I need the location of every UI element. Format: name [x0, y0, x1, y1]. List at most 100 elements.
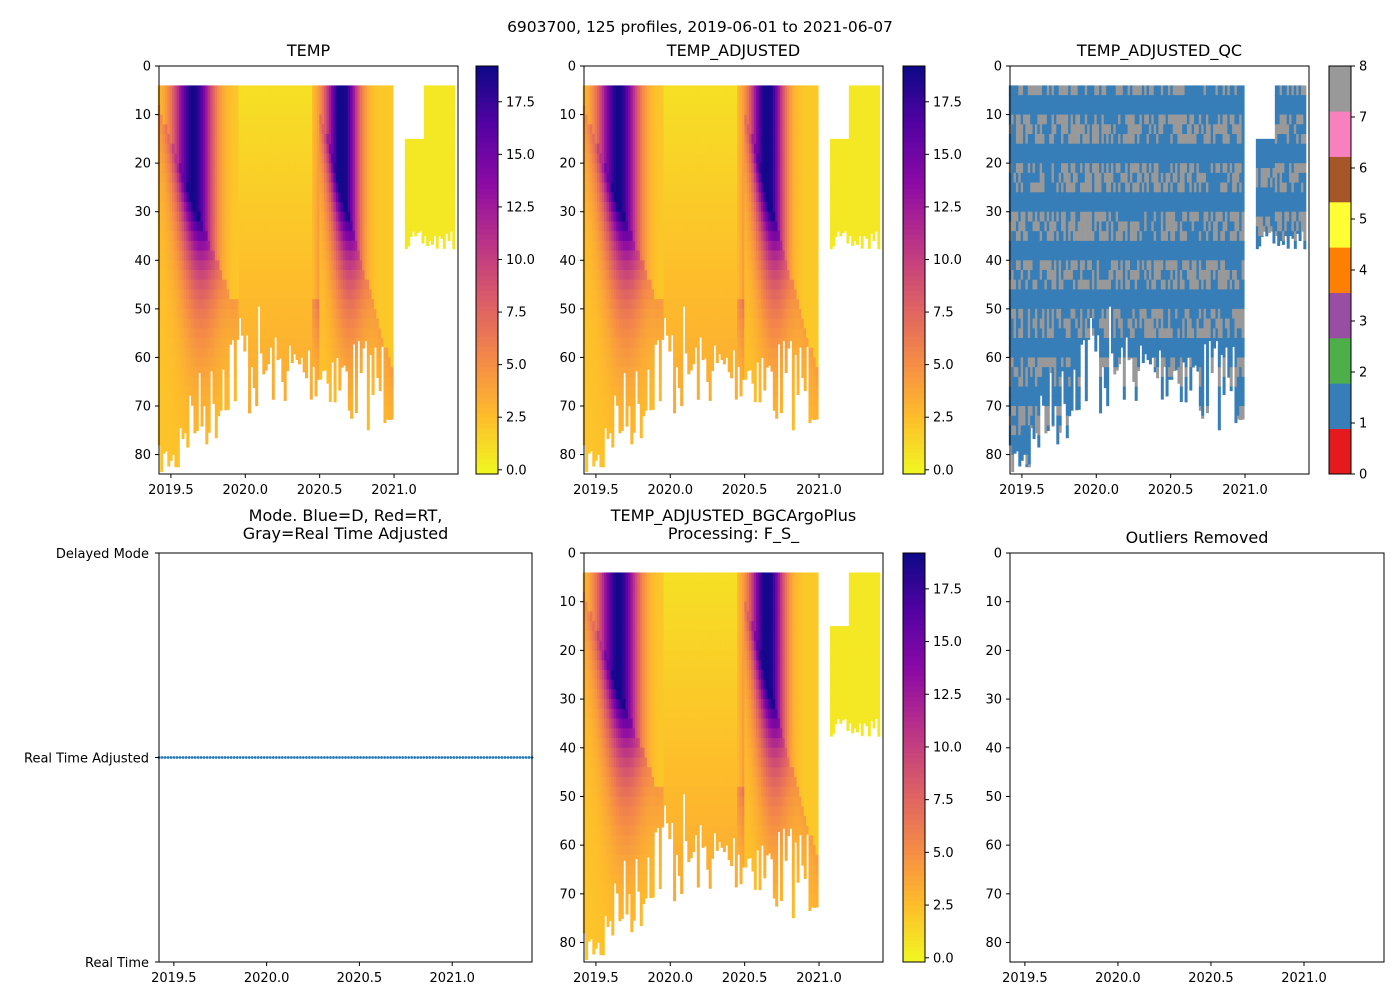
temp_adjusted-cell	[592, 279, 596, 290]
temp-cell	[179, 425, 183, 429]
temp-cell	[416, 138, 420, 149]
temp-cell	[338, 338, 342, 349]
temp-cell	[200, 279, 204, 290]
temp-cell	[205, 221, 209, 232]
temp-cell	[376, 153, 380, 164]
temp_adjusted-cell	[599, 153, 603, 164]
temp_adjusted-cell	[587, 347, 591, 358]
temp-cell	[383, 279, 387, 290]
temp-cell	[314, 318, 318, 329]
temp-cell	[207, 386, 211, 397]
temp-cell	[335, 163, 339, 174]
temp-cell	[340, 182, 344, 193]
temp-cell	[276, 357, 280, 361]
temp-cell	[217, 211, 221, 222]
temp-cell	[359, 308, 363, 319]
temp-colorbar-label: 5.0	[506, 358, 527, 373]
temp-cell	[219, 231, 223, 242]
temp-cell	[319, 172, 323, 183]
temp-cell	[164, 240, 168, 251]
temp-cell	[407, 168, 411, 179]
temp_adjusted-cell	[587, 308, 591, 319]
temp-cell	[333, 338, 337, 349]
temp-cell	[290, 202, 294, 213]
temp-cell	[248, 163, 252, 174]
temp-cell	[328, 182, 332, 193]
temp-cell	[428, 85, 432, 96]
temp-cell	[224, 376, 228, 387]
temp-cell	[245, 240, 249, 251]
temp-colorbar-step	[476, 234, 498, 240]
temp_adjusted-cell	[587, 357, 591, 368]
temp-cell	[281, 367, 285, 378]
temp-cell	[302, 289, 306, 300]
temp-cell	[160, 357, 164, 368]
temp-cell	[283, 202, 287, 213]
temp-cell	[193, 367, 197, 378]
temp-cell	[271, 104, 275, 115]
temp-cell	[172, 376, 176, 387]
temp-cell	[259, 202, 263, 213]
temp_adjusted-cell	[589, 415, 593, 426]
temp-cell	[369, 260, 373, 271]
temp-cell	[274, 202, 278, 213]
temp_adjusted-cell	[592, 299, 596, 310]
temp-cell	[333, 376, 337, 387]
temp-cell	[202, 163, 206, 174]
temp-colorbar-step	[476, 351, 498, 358]
temp-cell	[333, 202, 337, 213]
temp-cell	[233, 308, 237, 319]
temp-cell	[326, 328, 330, 339]
temp_adjusted-cell	[606, 338, 610, 349]
temp-cell	[202, 357, 206, 368]
temp-colorbar-step	[476, 96, 498, 103]
temp-cell	[324, 231, 328, 242]
temp-cell	[172, 124, 176, 135]
temp-cell	[214, 308, 218, 319]
temp-cell	[340, 192, 344, 203]
temp-cell	[233, 347, 237, 358]
temp-cell	[366, 279, 370, 290]
temp-cell	[383, 163, 387, 174]
temp-cell	[188, 386, 192, 396]
temp-cell	[383, 318, 387, 329]
temp-cell	[350, 231, 354, 242]
temp_adjusted-cell	[604, 376, 608, 387]
temp-cell	[430, 85, 434, 96]
temp-cell	[316, 279, 320, 290]
temp-colorbar-step	[476, 463, 498, 470]
temp_adjusted-cell	[658, 357, 662, 368]
temp_adjusted-cell	[608, 328, 612, 339]
temp-colorbar-step	[476, 356, 498, 363]
temp-cell	[449, 182, 453, 193]
temp-cell	[183, 406, 187, 417]
temp-cell	[331, 231, 335, 242]
temp-cell	[376, 270, 380, 281]
temp-cell	[183, 415, 187, 426]
temp-cell	[252, 357, 256, 368]
temp-cell	[433, 143, 437, 154]
temp-cell	[207, 114, 211, 125]
temp-cell	[188, 270, 192, 281]
temp-cell	[191, 211, 195, 222]
temp-cell	[354, 270, 358, 281]
temp-cell	[281, 270, 285, 281]
temp_adjusted-cell	[587, 134, 591, 145]
temp-cell	[321, 308, 325, 319]
temp-cell	[414, 206, 418, 217]
temp_adjusted-cell	[611, 328, 615, 339]
temp_adjusted-cell	[616, 367, 620, 378]
temp-cell	[373, 289, 377, 300]
temp_adjusted-cell	[611, 318, 615, 329]
temp-cell	[369, 202, 373, 213]
temp-cell	[210, 202, 214, 213]
temp-cell	[345, 221, 349, 232]
temp-cell	[252, 114, 256, 125]
temp-title: TEMP	[286, 41, 331, 60]
temp-cell	[388, 221, 392, 232]
temp-cell	[321, 153, 325, 164]
temp-cell	[226, 406, 230, 410]
temp-cell	[200, 114, 204, 125]
temp_adjusted-cell	[625, 425, 629, 427]
temp-cell	[378, 104, 382, 115]
